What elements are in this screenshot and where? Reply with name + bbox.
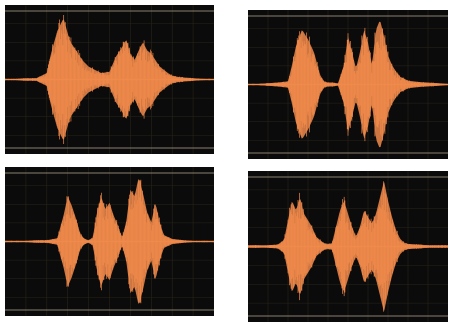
waveform-chart bbox=[248, 171, 448, 322]
waveform-chart bbox=[5, 167, 214, 316]
waveform-panel-top-left bbox=[5, 5, 214, 154]
waveform-panel-bottom-right bbox=[248, 171, 448, 322]
waveform-panel-bottom-left bbox=[5, 167, 214, 316]
waveform-chart bbox=[5, 5, 214, 154]
waveform-chart bbox=[248, 10, 448, 159]
waveform-panel-top-right bbox=[248, 10, 448, 159]
